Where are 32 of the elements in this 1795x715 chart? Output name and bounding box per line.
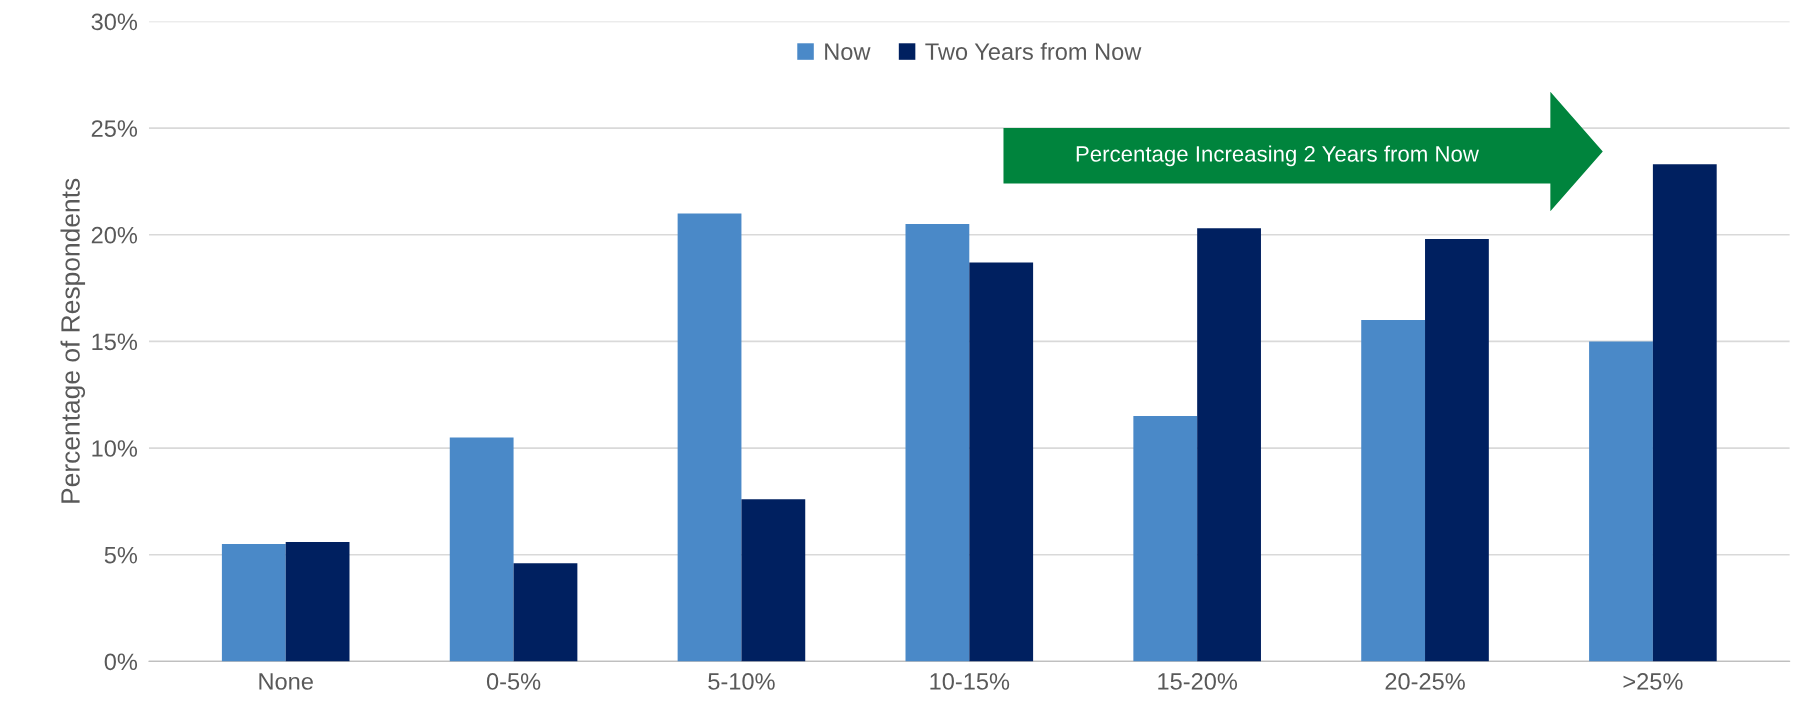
x-tick-label: >25%: [1623, 673, 1683, 690]
y-tick-label: 5%: [104, 546, 138, 564]
y-tick-label: 15%: [92, 333, 138, 351]
bar: [1652, 164, 1717, 662]
bar: [221, 544, 286, 662]
bar: [1197, 228, 1261, 662]
bar: [513, 563, 578, 662]
bar: [1133, 416, 1198, 662]
x-tick-label: 15-20%: [1158, 673, 1238, 690]
x-tick-label: None: [259, 673, 313, 690]
legend-label: Two Years from Now: [925, 42, 1142, 61]
x-tick-label: 5-10%: [708, 673, 775, 690]
bar: [969, 262, 1034, 662]
bar: [449, 437, 514, 662]
bar: [677, 213, 742, 662]
bar: [1425, 239, 1489, 662]
bar: [285, 541, 350, 662]
x-tick-label: 0-5%: [486, 673, 541, 690]
x-tick-label: 10-15%: [930, 673, 1010, 690]
annotation: Percentage Increasing 2 Years from Now: [1076, 145, 1479, 167]
bar: [1361, 320, 1426, 662]
y-tick-label: 20%: [91, 226, 138, 244]
legend-label: Now: [825, 43, 871, 61]
bar: [1589, 341, 1653, 662]
y-tick-label: 30%: [91, 13, 138, 31]
y-tick-label: 0%: [104, 653, 138, 671]
y-tick-label: 25%: [91, 120, 138, 137]
y-axis-title: Percentage of Respondents: [60, 178, 86, 503]
bar: [905, 224, 970, 662]
y-tick-label: 10%: [92, 440, 138, 457]
bar: [741, 499, 806, 662]
x-tick-label: 20-25%: [1385, 673, 1465, 690]
